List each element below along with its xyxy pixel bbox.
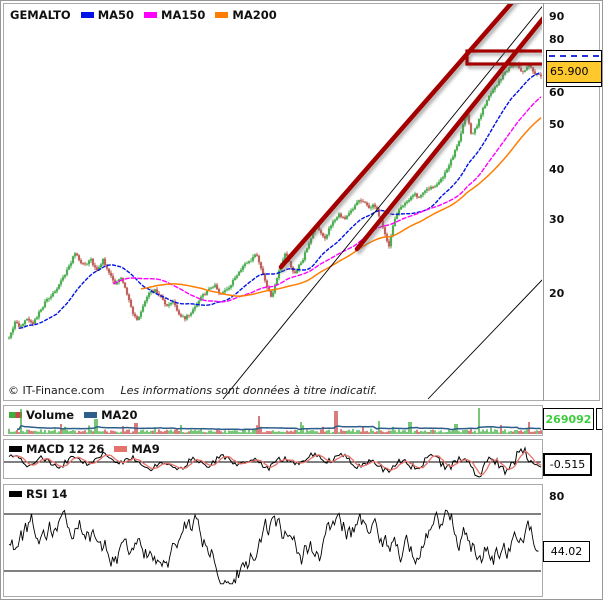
y-tick-30: 30 <box>549 213 565 226</box>
price-legend: GEMALTO MA50 MA150 MA200 <box>10 8 277 22</box>
rsi-swatch-icon <box>9 491 22 497</box>
ma-dash-marker-icon <box>549 55 599 57</box>
ma50-swatch-icon <box>80 12 94 18</box>
ma200-label: MA200 <box>232 8 277 22</box>
copyright-line: © IT-Finance.com Les informations sont do… <box>8 384 377 397</box>
y-tick-80: 80 <box>549 33 565 46</box>
ma150-swatch-icon <box>144 12 158 18</box>
volma20-swatch-icon <box>84 412 98 418</box>
rsi-panel[interactable] <box>3 484 543 597</box>
rsi-value-box: 44.02 <box>543 541 590 562</box>
y-tick-40: 40 <box>549 163 565 176</box>
instrument-name: GEMALTO <box>10 8 71 22</box>
last-price-label: 65.900 <box>546 61 602 83</box>
macd-legend: MACD 12 26 MA9 <box>9 442 160 456</box>
y-tick-90: 90 <box>549 10 565 23</box>
macd-swatch-icon <box>9 446 22 452</box>
y-tick-20: 20 <box>549 287 565 300</box>
ma9-label: MA9 <box>131 442 160 456</box>
ma150-label: MA150 <box>161 8 206 22</box>
volume-legend: Volume MA20 <box>9 408 137 422</box>
price-axis-divider <box>543 3 544 401</box>
y-tick-50: 50 <box>549 118 565 131</box>
volume-ma-value-box: 93 <box>596 408 602 430</box>
ma200-swatch-icon <box>215 12 229 18</box>
y-tick-60: 60 <box>549 86 565 99</box>
volma20-label: MA20 <box>101 408 138 422</box>
rsi-label: RSI 14 <box>26 487 68 501</box>
copyright-text: © IT-Finance.com <box>8 384 105 397</box>
price-panel[interactable] <box>3 3 600 401</box>
macd-label: MACD 12 26 <box>26 442 105 456</box>
macd-value-box: -0.515 <box>543 453 592 476</box>
volume-value-box: 269092 <box>543 408 594 430</box>
rsi-level-80-label: 80 <box>549 490 565 503</box>
volume-label: Volume <box>26 408 75 422</box>
ma50-label: MA50 <box>97 8 135 22</box>
ma9-swatch-icon <box>114 446 128 452</box>
disclaimer-text: Les informations sont données à titre in… <box>120 384 378 397</box>
rsi-legend: RSI 14 <box>9 487 67 501</box>
volume-swatch-icon <box>9 412 22 418</box>
last-price-marker: 65.900 <box>546 50 602 87</box>
